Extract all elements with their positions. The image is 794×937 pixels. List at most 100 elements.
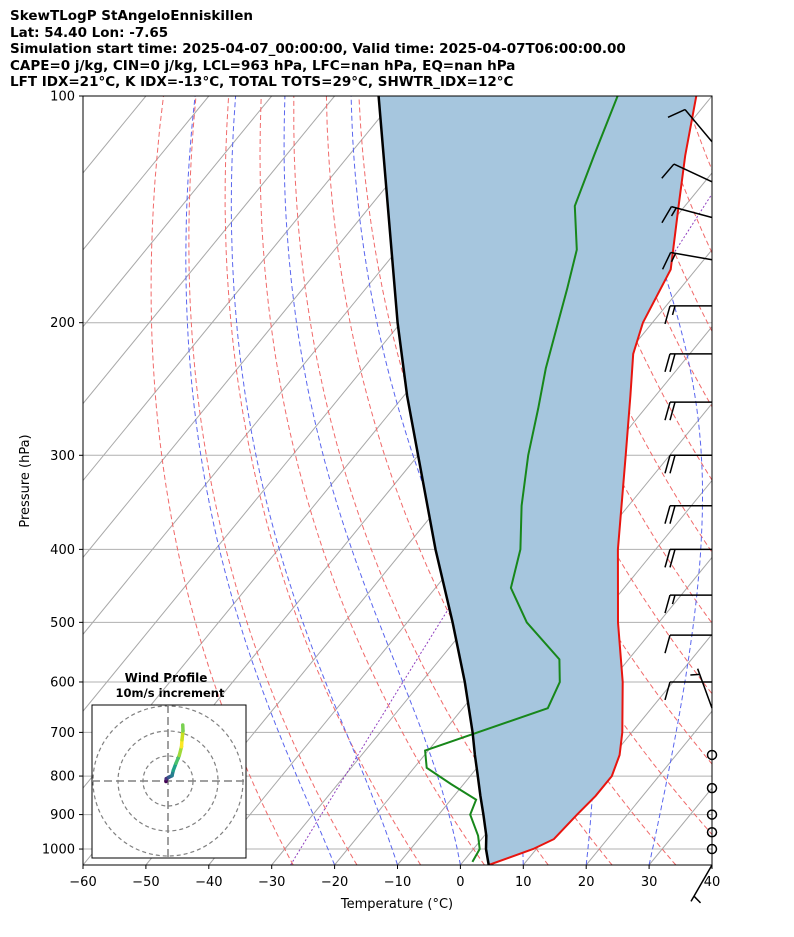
wind-barb [664,504,712,524]
calm-wind-circle [706,827,718,838]
barb-flag [664,505,671,524]
sounding-lines [377,96,698,865]
y-tick-label: 1000 [42,843,75,858]
x-tick-label: −30 [258,875,285,890]
chart-title: SkewTLogP StAngeloEnniskillen [10,8,253,24]
x-tick-label: 30 [641,875,658,890]
parcel-path-line [377,96,490,865]
moist-adiabat-line [185,96,336,865]
x-tick-label: −50 [132,875,159,890]
x-tick-label: 0 [456,875,464,890]
y-tick-label: 600 [50,675,75,690]
calm-wind-circle [706,749,718,761]
station-location: Lat: 54.40 Lon: -7.65 [10,24,169,41]
axes: −60 −50 −40 −30 −20 −10 0 10 20 30 40 100 200 300 400 5… [42,90,720,891]
isotherm-line [83,96,461,559]
dry-adiabat-line [750,96,794,865]
wind-barb [706,749,718,761]
isotherm-line [83,96,273,328]
barb-shaft [696,668,713,709]
wind-barb [661,205,713,224]
barb-half-flag [671,305,676,316]
isotherm-line [522,633,712,865]
wind-barb [664,634,712,654]
dry-adiabat-line [783,96,794,865]
y-tick-label: 500 [50,616,75,631]
barb-flag [661,163,675,179]
x-tick-label: −40 [195,875,222,890]
barb-shaft [690,864,713,902]
wind-barb [664,401,712,421]
x-tick-label: −60 [69,875,96,890]
barb-flag [661,206,673,224]
isotherm-line [83,96,84,97]
parcel-shading [378,96,697,865]
wind-barb [706,809,718,820]
barb-flag [669,549,676,568]
x-tick-label: 20 [578,875,595,890]
y-tick-label: 800 [50,770,75,785]
barb-flag [669,505,676,524]
dewpoint-line [424,96,619,863]
wind-barb [706,827,718,838]
x-axis-label: Temperature (°C) [340,897,453,912]
wind-barb [661,163,713,183]
moist-adiabat-line [283,96,461,865]
wind-barb [706,782,718,794]
isotherm-line [83,96,398,482]
x-tick-label: 40 [704,875,721,890]
dry-adiabat-line [150,96,294,865]
wind-barb [664,548,712,568]
temperature-line [488,96,698,865]
stability-indices-1: CAPE=0 j/kg, CIN=0 j/kg, LCL=963 hPa, LF… [10,57,516,74]
calm-wind-circle [706,809,718,820]
moist-adiabat-line [711,863,712,865]
wind-barb [706,843,718,855]
barb-shaft [673,163,713,183]
barb-half-flag [690,673,700,676]
barb-half-flag [671,594,676,605]
hodograph-title: Wind Profile [125,671,208,685]
y-tick-label: 700 [50,726,75,741]
wind-barb [664,594,712,614]
wind-barb [664,681,712,701]
wind-barb [661,251,713,270]
isotherm-line [585,710,712,865]
y-tick-label: 200 [50,316,75,331]
y-axis-label: Pressure (hPa) [18,434,33,527]
barb-flag [661,252,672,270]
y-tick-label: 900 [50,808,75,823]
x-tick-label: 10 [515,875,532,890]
y-tick-label: 400 [50,543,75,558]
stability-indices-2: LFT IDX=21°C, K IDX=-13°C, TOTAL TOTS=29… [10,74,514,90]
wind-barb [664,353,712,373]
barb-flag [669,455,676,474]
barb-shaft [671,205,713,219]
barb-flag [664,681,671,701]
barb-flag [669,401,676,421]
wind-barb [690,668,713,709]
barb-half-flag [670,253,677,263]
wind-barb [667,108,713,143]
dry-adiabat-line [717,96,794,865]
barb-flag [664,634,671,654]
simulation-time: Simulation start time: 2025-04-07_00:00:… [10,41,626,57]
isotherm-line [83,96,335,405]
dry-adiabat-line [259,96,485,865]
x-tick-label: −10 [384,875,411,890]
isotherm-line [334,402,712,865]
barb-flag [669,353,676,373]
dry-adiabat-line [684,96,712,172]
barb-flag [664,353,671,373]
wind-barbs [661,108,718,904]
barb-flag [664,594,671,614]
calm-wind-circle [706,843,718,855]
barb-flag [667,108,686,118]
barb-shaft [670,251,713,261]
y-tick-label: 100 [50,90,75,105]
wind-barb [664,305,712,325]
barb-half-flag [693,895,702,904]
dry-adiabat-line [188,96,358,865]
